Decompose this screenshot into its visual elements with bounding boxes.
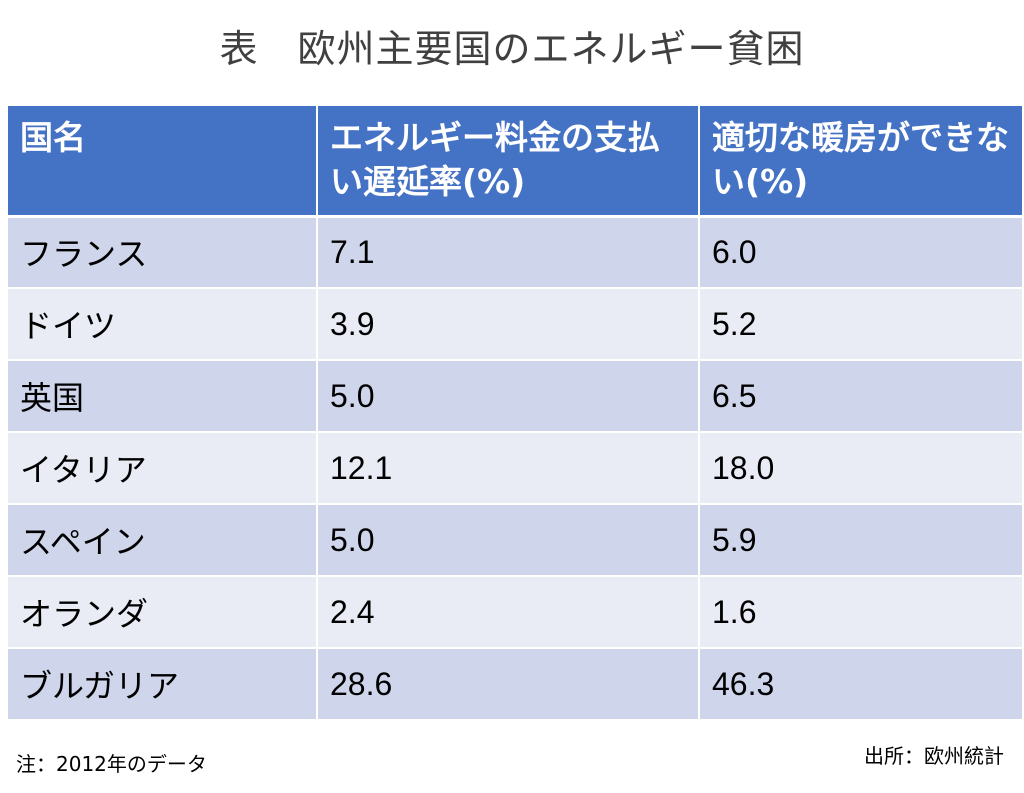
table-row: スペイン 5.0 5.9 bbox=[8, 504, 1022, 577]
arrears-cell: 7.1 bbox=[317, 216, 700, 289]
arrears-cell: 28.6 bbox=[317, 648, 700, 721]
country-cell: スペイン bbox=[8, 504, 318, 577]
heating-cell: 5.2 bbox=[699, 288, 1022, 361]
table-row: オランダ 2.4 1.6 bbox=[8, 576, 1022, 649]
table-row: ドイツ 3.9 5.2 bbox=[8, 288, 1022, 361]
source-credit: 出所：欧州統計 bbox=[864, 744, 1004, 768]
table-row: フランス 7.1 6.0 bbox=[8, 216, 1022, 289]
heating-cell: 1.6 bbox=[699, 576, 1022, 649]
arrears-cell: 12.1 bbox=[317, 432, 700, 505]
heating-cell: 5.9 bbox=[699, 504, 1022, 577]
heating-cell: 6.5 bbox=[699, 360, 1022, 433]
country-cell: イタリア bbox=[8, 432, 318, 505]
table-row: ブルガリア 28.6 46.3 bbox=[8, 648, 1022, 721]
header-arrears: エネルギー料金の支払い遅延率(%) bbox=[317, 106, 700, 218]
country-cell: ブルガリア bbox=[8, 648, 318, 721]
header-heating: 適切な暖房ができない(%) bbox=[699, 106, 1022, 218]
country-cell: フランス bbox=[8, 216, 318, 289]
page-title: 表 欧州主要国のエネルギー貧困 bbox=[219, 27, 805, 71]
energy-poverty-table: 国名 エネルギー料金の支払い遅延率(%) 適切な暖房ができない(%) フランス … bbox=[8, 106, 1022, 721]
country-cell: ドイツ bbox=[8, 288, 318, 361]
heating-cell: 6.0 bbox=[699, 216, 1022, 289]
data-year-note: 注：2012年のデータ bbox=[16, 752, 207, 776]
heating-cell: 46.3 bbox=[699, 648, 1022, 721]
country-cell: 英国 bbox=[8, 360, 318, 433]
table-row: イタリア 12.1 18.0 bbox=[8, 432, 1022, 505]
table-row: 英国 5.0 6.5 bbox=[8, 360, 1022, 433]
arrears-cell: 5.0 bbox=[317, 504, 700, 577]
arrears-cell: 2.4 bbox=[317, 576, 700, 649]
country-cell: オランダ bbox=[8, 576, 318, 649]
table-header-row: 国名 エネルギー料金の支払い遅延率(%) 適切な暖房ができない(%) bbox=[8, 106, 1022, 218]
arrears-cell: 5.0 bbox=[317, 360, 700, 433]
heating-cell: 18.0 bbox=[699, 432, 1022, 505]
arrears-cell: 3.9 bbox=[317, 288, 700, 361]
header-country: 国名 bbox=[8, 106, 318, 218]
